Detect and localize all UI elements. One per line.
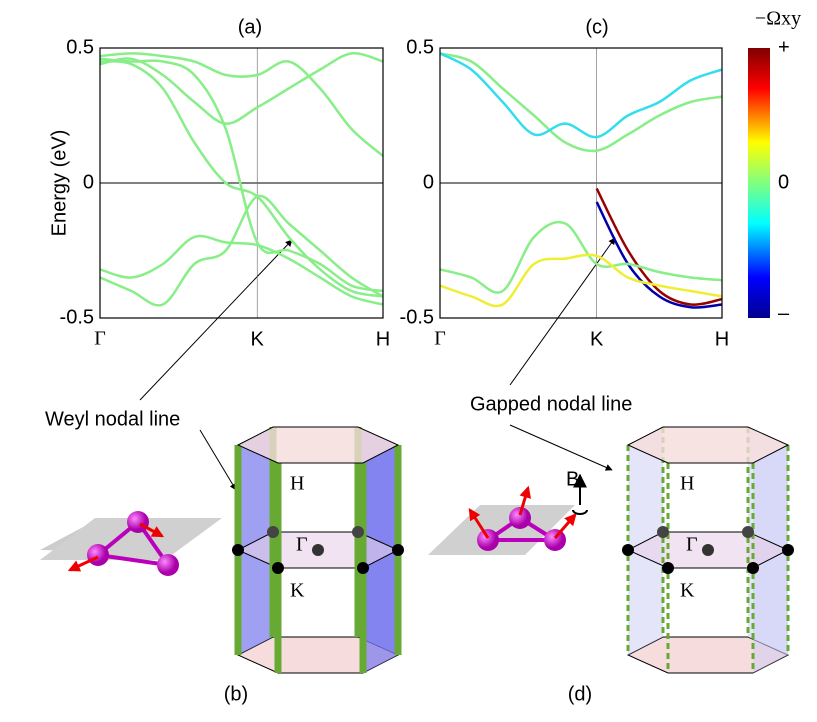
band-line [439,52,723,153]
molecule [40,511,222,576]
bands [439,52,723,309]
colorbar-label: −Ωxy [755,8,801,30]
y-tick-label: -0.5 [400,306,434,328]
colorbar-tick: + [778,36,790,58]
y-tick-label: 0.5 [66,36,94,58]
panel-label: (d) [568,683,592,705]
k-point [747,562,759,574]
k-point [272,562,284,574]
arrow [509,424,613,471]
plot-frame [439,47,723,319]
bands [99,52,384,307]
k-point [392,544,404,556]
x-tick-label: H [376,328,390,350]
colorbar [748,48,770,318]
y-tick-label: 0.5 [406,36,434,58]
gamma-point [702,544,714,556]
y-tick-label: 0 [83,171,94,193]
y-axis-label: Energy (eV) [48,130,70,237]
field-label: B [566,468,579,490]
colorbar-tick: 0 [778,171,789,193]
colorbar-tick: – [778,302,790,324]
k-point [232,544,244,556]
k-point [782,544,794,556]
point-label: H [680,473,694,495]
band-line [595,201,723,309]
annotation: Gapped nodal line [470,393,632,415]
arrow [199,429,237,491]
k-point [352,526,364,538]
k-point [662,562,674,574]
band-line [99,234,384,306]
x-tick-label: Γ [434,328,446,350]
x-tick-label: Γ [94,328,106,350]
point-label: Γ [296,534,308,556]
band-line [99,194,384,307]
arrow [509,237,616,386]
band-line [99,57,384,293]
k-point [657,526,669,538]
arrow [139,239,293,401]
point-label: H [290,473,304,495]
bz-face [236,426,400,464]
point-label: Γ [686,534,698,556]
point-label: K [680,580,695,602]
x-tick-label: K [251,328,265,350]
y-tick-label: 0 [423,171,434,193]
k-point [742,526,754,538]
panel-label: (b) [224,683,248,705]
x-tick-label: K [590,328,604,350]
band-line [439,253,723,308]
band-line [99,52,384,125]
k-point [267,526,279,538]
k-point [622,544,634,556]
k-point [357,562,369,574]
band-line [595,187,723,306]
panel-label: (c) [585,16,608,38]
y-tick-label: -0.5 [60,306,94,328]
annotation: Weyl nodal line [45,408,180,430]
point-label: K [290,580,305,602]
plot-frame [99,47,384,319]
band-line [439,52,723,139]
bz-face [626,426,790,464]
panel-label: (a) [238,16,262,38]
band-line [439,220,723,294]
band-line [99,52,384,157]
molecule [428,473,588,555]
band-line [99,60,384,298]
x-tick-label: H [715,328,729,350]
gamma-point [312,544,324,556]
